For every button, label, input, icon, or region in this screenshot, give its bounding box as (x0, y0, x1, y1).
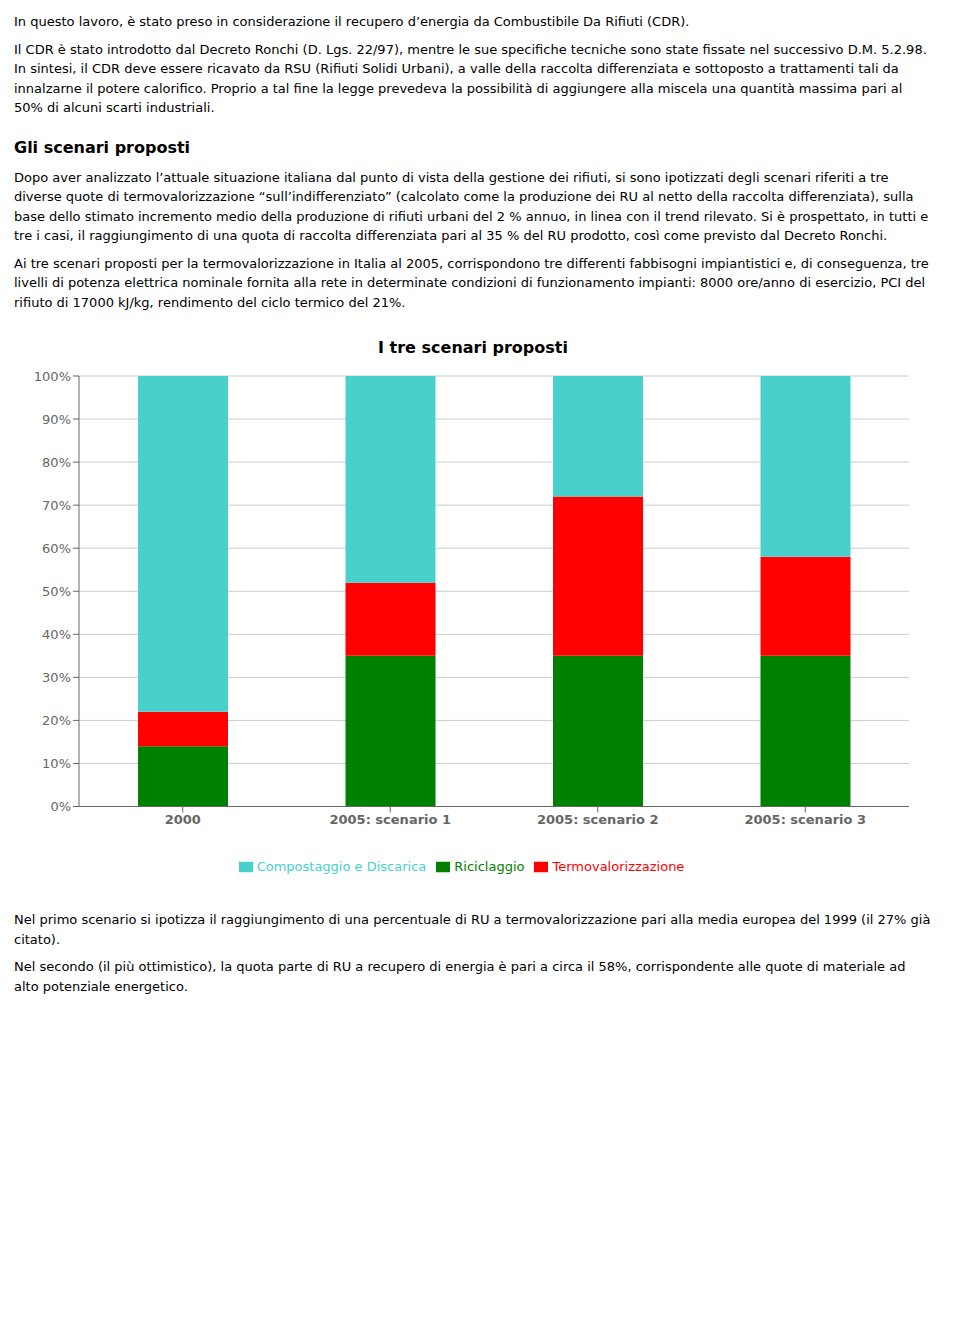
svg-text:50%: 50% (42, 584, 71, 599)
svg-text:70%: 70% (42, 498, 71, 513)
html-text:Gli scenari proposti: Gli scenari proposti (14, 137, 191, 157)
html-text:Nel secondo (il più ottimistic: Nel secondo (il più ottimistico), la quo… (14, 959, 906, 994)
svg-text:100%: 100% (34, 369, 71, 384)
svg-text:30%: 30% (42, 670, 71, 685)
svg-text:2000: 2000 (165, 812, 201, 827)
html-text:I tre scenari proposti: I tre scenari proposti (378, 338, 568, 357)
svg-text:10%: 10% (42, 756, 71, 771)
html-text:Compostaggio e Discarica: Compostaggio e Discarica (256, 858, 427, 874)
svg-text:2005: scenario 3: 2005: scenario 3 (744, 812, 866, 827)
html-text:Ai tre scenari proposti per la: Ai tre scenari proposti per la termovalo… (14, 255, 929, 310)
svg-text:90%: 90% (42, 412, 71, 427)
svg-text:2005: scenario 1: 2005: scenario 1 (329, 812, 451, 827)
svg-text:80%: 80% (42, 455, 71, 470)
svg-text:60%: 60% (42, 541, 71, 556)
svg-text:2005: scenario 2: 2005: scenario 2 (537, 812, 659, 827)
svg-text:20%: 20% (42, 713, 71, 728)
html-text:Dopo aver analizzato l’attuale: Dopo aver analizzato l’attuale situazion… (14, 169, 929, 243)
html-text:Termovalorizzazione: Termovalorizzazione (552, 858, 685, 874)
html-text:In questo lavoro, è stato pres: In questo lavoro, è stato preso in consi… (14, 14, 690, 29)
html-text:Nel primo scenario si ipotizza: Nel primo scenario si ipotizza il raggiu… (14, 912, 931, 947)
html-text:Riciclaggio: Riciclaggio (454, 858, 525, 874)
svg-text:40%: 40% (42, 627, 71, 642)
svg-text:0%: 0% (50, 799, 71, 814)
html-text:Il CDR è stato introdotto dal: Il CDR è stato introdotto dal Decreto Ro… (14, 41, 927, 115)
